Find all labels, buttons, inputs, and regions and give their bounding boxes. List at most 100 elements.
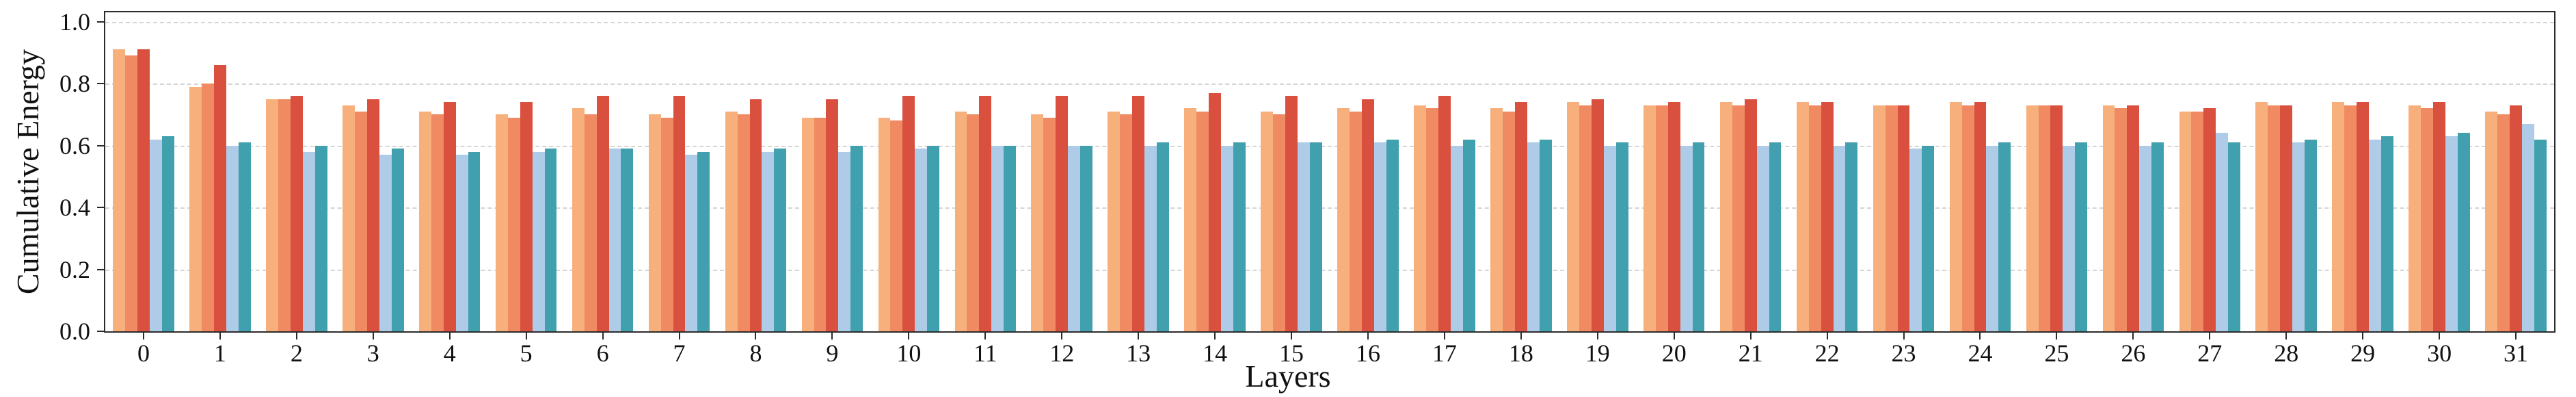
bar-orange bbox=[431, 114, 444, 331]
bar-teal bbox=[1922, 145, 1935, 331]
bar-orange bbox=[1502, 111, 1515, 331]
x-tick-mark bbox=[1138, 331, 1140, 340]
bar-orange-light bbox=[1490, 108, 1503, 331]
bar-teal bbox=[391, 149, 404, 331]
bar-teal bbox=[927, 145, 940, 331]
bar-red bbox=[1744, 99, 1757, 331]
bar-teal bbox=[2305, 139, 2317, 331]
bar-red bbox=[826, 99, 839, 331]
bar-orange bbox=[1655, 105, 1668, 331]
bar-orange-light bbox=[2409, 105, 2421, 331]
y-tick-label: 0.0 bbox=[59, 318, 90, 345]
y-axis-label: Cumulative Energy bbox=[10, 49, 45, 295]
bar-orange bbox=[1196, 111, 1209, 331]
bar-orange-light bbox=[1414, 105, 1427, 331]
bar-red bbox=[2433, 102, 2446, 331]
bar-blue-light bbox=[2063, 145, 2076, 331]
x-tick-label: 20 bbox=[1661, 340, 1687, 367]
x-tick-mark bbox=[1061, 331, 1063, 340]
bar-red bbox=[366, 99, 379, 331]
bar-orange bbox=[1808, 105, 1821, 331]
bar-orange-light bbox=[2332, 102, 2345, 331]
bar-orange-light bbox=[1261, 111, 1274, 331]
bar-blue-light bbox=[455, 155, 468, 331]
bar-red bbox=[1056, 96, 1069, 331]
bar-blue-light bbox=[762, 151, 775, 331]
bar-teal bbox=[1004, 145, 1017, 331]
x-tick-label: 30 bbox=[2427, 340, 2452, 367]
bar-blue-light bbox=[2521, 123, 2534, 331]
x-tick-label: 6 bbox=[596, 340, 609, 367]
x-tick-label: 31 bbox=[2504, 340, 2529, 367]
bar-orange-light bbox=[1949, 102, 1962, 331]
gridline bbox=[105, 145, 2554, 147]
bar-orange-light bbox=[1873, 105, 1886, 331]
y-tick-mark bbox=[97, 21, 105, 23]
bar-red bbox=[1209, 92, 1222, 331]
bar-red bbox=[1285, 96, 1298, 331]
bar-orange-light bbox=[2026, 105, 2039, 331]
bar-orange bbox=[125, 55, 137, 331]
x-tick-mark bbox=[1979, 331, 1981, 340]
bar-orange-light bbox=[113, 49, 126, 331]
bar-orange-light bbox=[418, 111, 431, 331]
bar-orange-light bbox=[343, 105, 355, 331]
bar-orange-light bbox=[495, 114, 508, 331]
x-tick-label: 18 bbox=[1508, 340, 1533, 367]
bar-orange-light bbox=[2102, 105, 2115, 331]
x-tick-label: 23 bbox=[1891, 340, 1916, 367]
bar-blue-light bbox=[2216, 133, 2229, 331]
x-tick-label: 28 bbox=[2274, 340, 2299, 367]
bar-orange bbox=[1885, 105, 1898, 331]
bar-blue-light bbox=[2139, 145, 2152, 331]
x-tick-label: 15 bbox=[1279, 340, 1304, 367]
bar-blue-light bbox=[1986, 145, 1999, 331]
x-tick-label: 25 bbox=[2044, 340, 2069, 367]
x-tick-mark bbox=[1520, 331, 1522, 340]
bar-orange-light bbox=[1719, 102, 1732, 331]
bar-teal bbox=[2075, 142, 2088, 331]
plot-area: 0.0 0.2 0.4 0.6 0.8 1.0 0 1 2 3 4 5 6 7 8 9 10 11 12 13 14 15… bbox=[59, 10, 2555, 366]
bar-teal bbox=[1233, 142, 1246, 331]
bar-teal bbox=[2534, 139, 2547, 331]
bar-red bbox=[520, 102, 533, 331]
bar-red bbox=[2510, 105, 2522, 331]
bar-blue-light bbox=[1144, 145, 1157, 331]
x-tick-label: 21 bbox=[1738, 340, 1763, 367]
x-tick-label: 8 bbox=[749, 340, 762, 367]
bar-orange-light bbox=[572, 108, 585, 331]
x-tick-mark bbox=[372, 331, 374, 340]
x-tick-label: 16 bbox=[1355, 340, 1380, 367]
bar-red bbox=[1591, 99, 1604, 331]
bar-orange-light bbox=[2179, 111, 2192, 331]
bar-blue-light bbox=[1603, 145, 1616, 331]
bar-teal bbox=[1615, 142, 1628, 331]
x-tick-mark bbox=[678, 331, 680, 340]
x-tick-label: 26 bbox=[2121, 340, 2146, 367]
bar-orange bbox=[2497, 114, 2510, 331]
bar-blue-light bbox=[1527, 142, 1540, 331]
y-tick-mark bbox=[97, 331, 105, 332]
gridline bbox=[105, 207, 2554, 209]
bar-red bbox=[902, 96, 915, 331]
bar-blue-light bbox=[226, 145, 239, 331]
bar-red bbox=[673, 96, 686, 331]
x-tick-label: 4 bbox=[443, 340, 456, 367]
bar-teal bbox=[238, 142, 251, 331]
bar-red bbox=[979, 96, 992, 331]
x-tick-mark bbox=[525, 331, 527, 340]
bar-orange bbox=[507, 117, 520, 331]
gridline bbox=[105, 84, 2554, 86]
bar-red bbox=[2050, 105, 2063, 331]
bar-blue-light bbox=[608, 149, 621, 331]
bar-orange bbox=[1961, 105, 1974, 331]
bar-red bbox=[443, 102, 456, 331]
bar-teal bbox=[697, 151, 710, 331]
x-tick-mark bbox=[2056, 331, 2058, 340]
bar-orange bbox=[814, 117, 827, 331]
x-tick-mark bbox=[2209, 331, 2211, 340]
x-tick-label: 17 bbox=[1432, 340, 1457, 367]
bar-teal bbox=[2151, 142, 2164, 331]
x-tick-mark bbox=[1596, 331, 1598, 340]
